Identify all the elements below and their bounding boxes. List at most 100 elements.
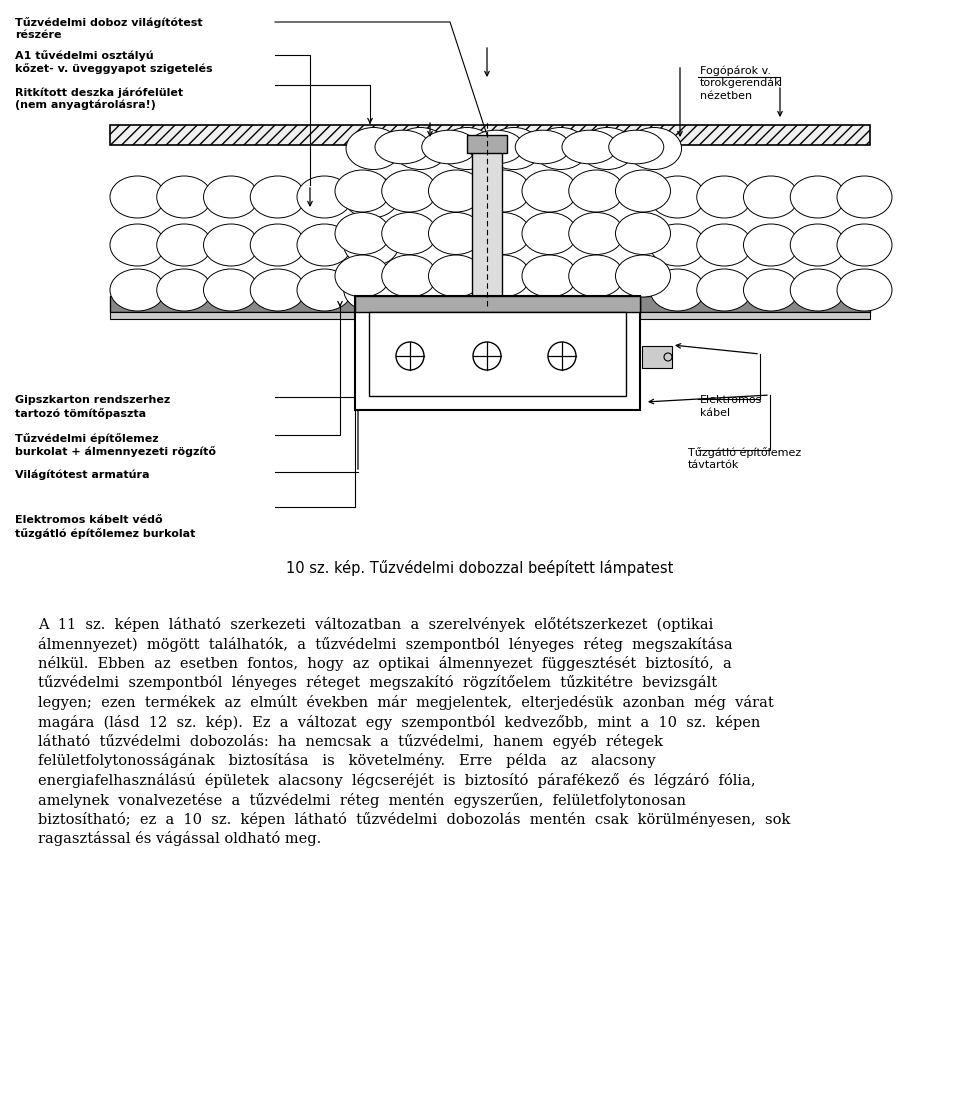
Ellipse shape bbox=[743, 176, 799, 218]
Bar bbox=[640, 296, 870, 312]
Ellipse shape bbox=[156, 224, 212, 266]
Ellipse shape bbox=[375, 130, 430, 164]
Ellipse shape bbox=[393, 127, 447, 169]
Text: Elektromos: Elektromos bbox=[700, 394, 762, 406]
Text: torokgerendák: torokgerendák bbox=[700, 78, 781, 88]
Ellipse shape bbox=[428, 255, 484, 297]
Text: A1 tűvédelmi osztályú: A1 tűvédelmi osztályú bbox=[15, 50, 154, 61]
Ellipse shape bbox=[475, 170, 530, 212]
Bar bbox=[110, 125, 870, 145]
Ellipse shape bbox=[251, 224, 305, 266]
Bar bbox=[472, 145, 502, 296]
Text: biztosítható;  ez  a  10  sz.  képen  látható  tűzvédelmi  dobozolás  mentén  cs: biztosítható; ez a 10 sz. képen látható … bbox=[38, 812, 790, 827]
Ellipse shape bbox=[568, 212, 624, 254]
Ellipse shape bbox=[837, 269, 892, 311]
Ellipse shape bbox=[382, 170, 437, 212]
Bar bbox=[640, 312, 870, 319]
Ellipse shape bbox=[297, 176, 352, 218]
Ellipse shape bbox=[110, 269, 165, 311]
Bar bbox=[467, 135, 507, 152]
Ellipse shape bbox=[790, 224, 845, 266]
Ellipse shape bbox=[650, 224, 705, 266]
Bar bbox=[110, 312, 355, 319]
Ellipse shape bbox=[837, 224, 892, 266]
Ellipse shape bbox=[204, 224, 258, 266]
Text: Gipszkarton rendszerhez: Gipszkarton rendszerhez bbox=[15, 394, 170, 406]
Ellipse shape bbox=[697, 269, 752, 311]
Ellipse shape bbox=[335, 170, 390, 212]
Ellipse shape bbox=[568, 255, 624, 297]
Text: részére: részére bbox=[15, 30, 61, 40]
Ellipse shape bbox=[487, 127, 541, 169]
Ellipse shape bbox=[475, 255, 530, 297]
Ellipse shape bbox=[522, 212, 577, 254]
Text: kőzet- v. üveggyapot szigetelés: kőzet- v. üveggyapot szigetelés bbox=[15, 63, 212, 74]
Text: tűzgátló építőlemez burkolat: tűzgátló építőlemez burkolat bbox=[15, 528, 196, 539]
Ellipse shape bbox=[533, 127, 588, 169]
Ellipse shape bbox=[421, 130, 477, 164]
Ellipse shape bbox=[204, 269, 258, 311]
Text: Világítótest armatúra: Világítótest armatúra bbox=[15, 470, 150, 481]
Text: amelynek  vonalvezetése  a  tűzvédelmi  réteg  mentén  egyszerűen,  felületfolyt: amelynek vonalvezetése a tűzvédelmi réte… bbox=[38, 792, 686, 808]
Ellipse shape bbox=[522, 170, 577, 212]
Ellipse shape bbox=[580, 127, 635, 169]
Ellipse shape bbox=[650, 269, 705, 311]
Text: (nem anyagtárolásra!): (nem anyagtárolásra!) bbox=[15, 99, 156, 111]
Ellipse shape bbox=[344, 176, 398, 218]
Text: 10 sz. kép. Tűzvédelmi dobozzal beépített lámpatest: 10 sz. kép. Tűzvédelmi dobozzal beépítet… bbox=[286, 560, 674, 576]
Text: energiafelhasználású  épületek  alacsony  légcseréjét  is  biztosító  párafékező: energiafelhasználású épületek alacsony l… bbox=[38, 774, 756, 788]
Text: felületfolytonosságának   biztosítása   is   követelmény.   Erre   példa   az   : felületfolytonosságának biztosítása is k… bbox=[38, 754, 656, 768]
Text: A  11  sz.  képen  látható  szerkezeti  változatban  a  szerelvények  előtétszer: A 11 sz. képen látható szerkezeti változ… bbox=[38, 617, 713, 632]
Ellipse shape bbox=[615, 255, 670, 297]
Ellipse shape bbox=[568, 170, 624, 212]
Ellipse shape bbox=[428, 212, 484, 254]
Text: tartozó tömítőpaszta: tartozó tömítőpaszta bbox=[15, 408, 146, 419]
Bar bbox=[355, 296, 640, 312]
Ellipse shape bbox=[156, 176, 212, 218]
Ellipse shape bbox=[522, 255, 577, 297]
Text: nélkül.  Ebben  az  esetben  fontos,  hogy  az  optikai  álmennyezet  függesztés: nélkül. Ebben az esetben fontos, hogy az… bbox=[38, 656, 732, 671]
Text: magára  (lásd  12  sz.  kép).  Ez  a  változat  egy  szempontból  kedvezőbb,  mi: magára (lásd 12 sz. kép). Ez a változat … bbox=[38, 715, 760, 729]
Ellipse shape bbox=[382, 255, 437, 297]
Ellipse shape bbox=[110, 176, 165, 218]
Ellipse shape bbox=[251, 176, 305, 218]
Ellipse shape bbox=[697, 176, 752, 218]
Text: Tűzvédelmi építőlemez: Tűzvédelmi építőlemez bbox=[15, 433, 158, 444]
Text: álmennyezet)  mögött  találhatók,  a  tűzvédelmi  szempontból  lényeges  réteg  : álmennyezet) mögött találhatók, a tűzvéd… bbox=[38, 636, 732, 652]
Ellipse shape bbox=[346, 127, 401, 169]
Bar bbox=[369, 312, 626, 396]
Text: tűzvédelmi  szempontból  lényeges  réteget  megszakító  rögzítőelem  tűzkitétre : tűzvédelmi szempontból lényeges réteget … bbox=[38, 675, 717, 691]
Bar bbox=[642, 346, 672, 368]
Ellipse shape bbox=[344, 224, 398, 266]
Ellipse shape bbox=[382, 212, 437, 254]
Ellipse shape bbox=[204, 176, 258, 218]
Text: legyen;  ezen  termékek  az  elmúlt  években  már  megjelentek,  elterjedésük  a: legyen; ezen termékek az elmúlt években … bbox=[38, 695, 774, 711]
Text: Tűzvédelmi doboz világítótest: Tűzvédelmi doboz világítótest bbox=[15, 17, 203, 28]
Ellipse shape bbox=[335, 212, 390, 254]
Ellipse shape bbox=[335, 255, 390, 297]
Text: nézetben: nézetben bbox=[700, 91, 752, 101]
Text: Fogópárok v.: Fogópárok v. bbox=[700, 65, 771, 75]
Ellipse shape bbox=[615, 212, 670, 254]
Ellipse shape bbox=[609, 130, 663, 164]
Ellipse shape bbox=[251, 269, 305, 311]
Ellipse shape bbox=[743, 269, 799, 311]
Text: kábel: kábel bbox=[700, 408, 731, 418]
Text: távtartók: távtartók bbox=[688, 460, 739, 470]
Ellipse shape bbox=[297, 269, 352, 311]
Ellipse shape bbox=[110, 224, 165, 266]
Ellipse shape bbox=[562, 130, 617, 164]
Ellipse shape bbox=[627, 127, 682, 169]
Ellipse shape bbox=[156, 269, 212, 311]
Text: Tűzgátló építőlemez: Tűzgátló építőlemez bbox=[688, 448, 802, 457]
Bar bbox=[110, 296, 355, 312]
Ellipse shape bbox=[697, 224, 752, 266]
Ellipse shape bbox=[790, 269, 845, 311]
Text: Elektromos kábelt védő: Elektromos kábelt védő bbox=[15, 515, 162, 525]
Text: burkolat + álmennyezeti rögzítő: burkolat + álmennyezeti rögzítő bbox=[15, 446, 216, 457]
Text: látható  tűzvédelmi  dobozolás:  ha  nemcsak  a  tűzvédelmi,  hanem  egyéb  réte: látható tűzvédelmi dobozolás: ha nemcsak… bbox=[38, 734, 663, 749]
Ellipse shape bbox=[428, 170, 484, 212]
Ellipse shape bbox=[743, 224, 799, 266]
Ellipse shape bbox=[297, 224, 352, 266]
Ellipse shape bbox=[516, 130, 570, 164]
